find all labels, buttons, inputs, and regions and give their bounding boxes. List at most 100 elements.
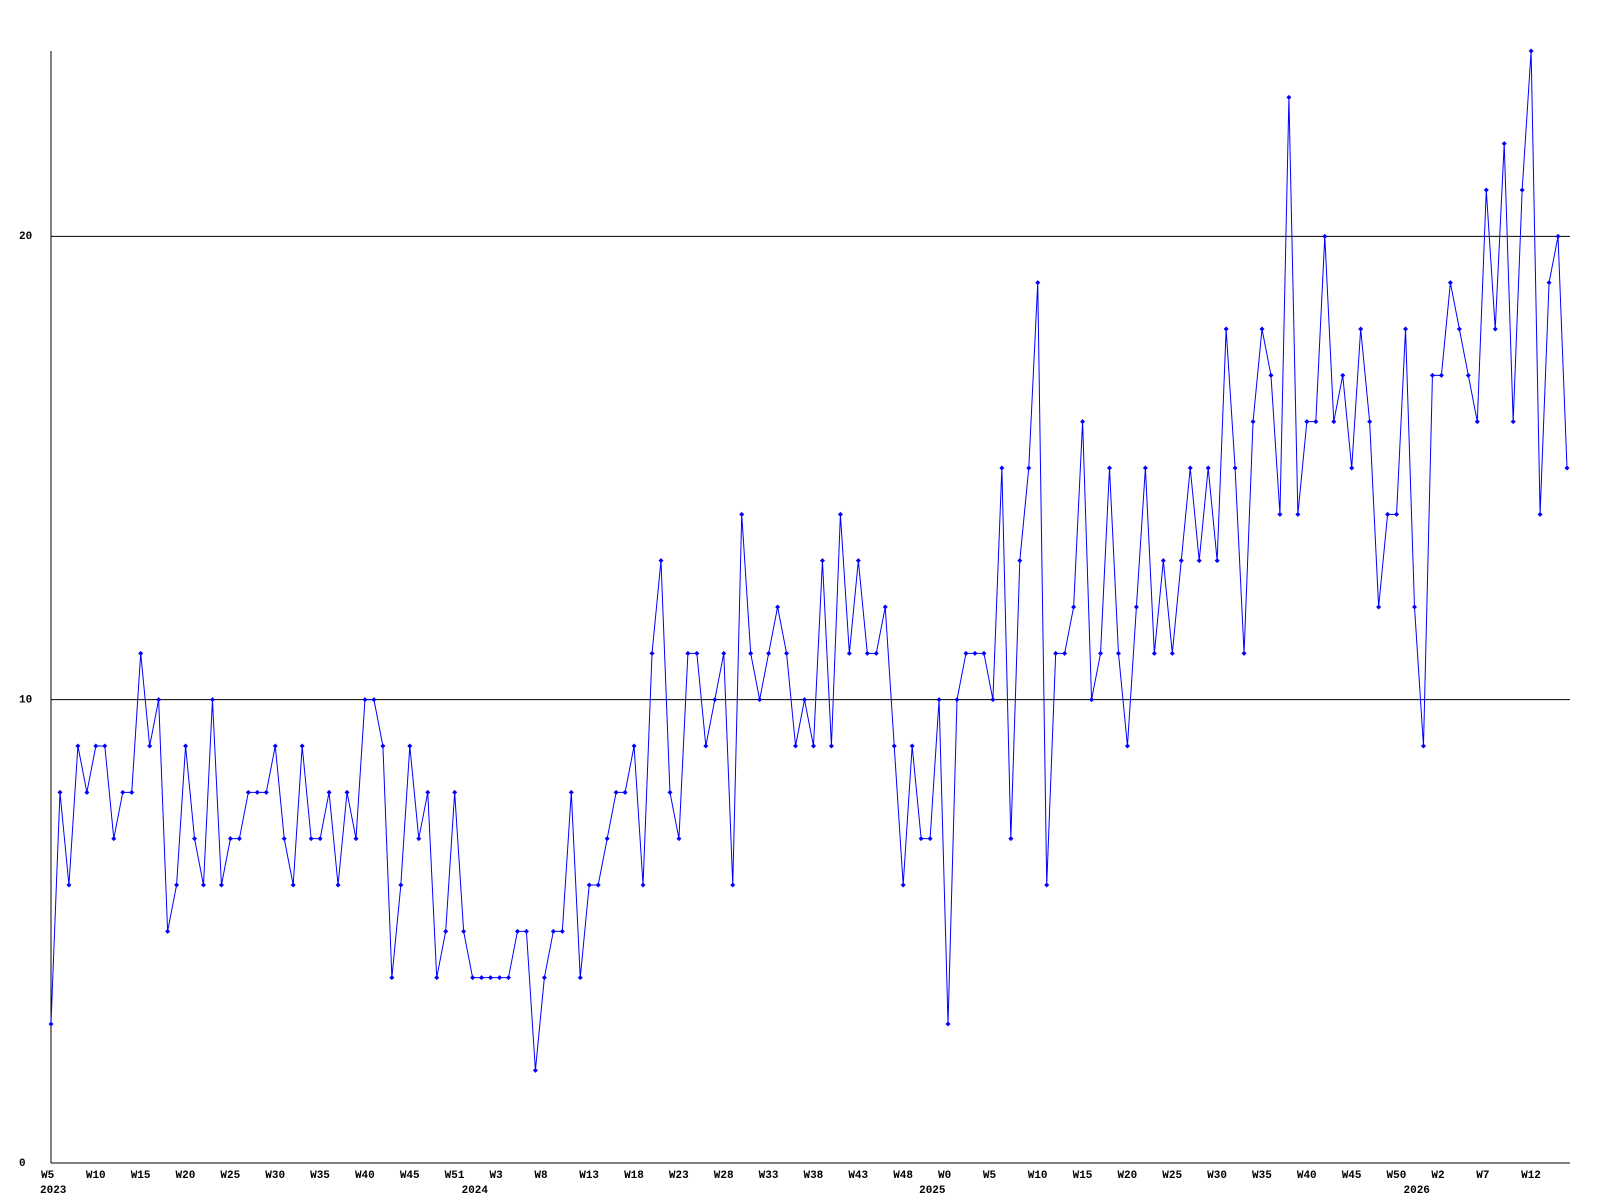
- data-point: [990, 697, 996, 703]
- data-point: [48, 1021, 54, 1027]
- data-point: [263, 789, 269, 795]
- data-point: [200, 882, 206, 888]
- data-point: [147, 743, 153, 749]
- data-point: [362, 697, 368, 703]
- x-tick-label: W23: [669, 1170, 689, 1182]
- x-tick-label: W25: [220, 1170, 240, 1182]
- data-point: [873, 650, 879, 656]
- data-point: [1124, 743, 1130, 749]
- data-point: [245, 789, 251, 795]
- data-point: [174, 882, 180, 888]
- x-tick-label: W30: [1207, 1170, 1227, 1182]
- data-point: [326, 789, 332, 795]
- data-point: [1223, 326, 1229, 332]
- data-point: [443, 928, 449, 934]
- x-tick-label: W51: [445, 1170, 465, 1182]
- data-point: [1537, 511, 1543, 517]
- data-point: [730, 882, 736, 888]
- data-point: [84, 789, 90, 795]
- data-point: [1026, 465, 1032, 471]
- data-point: [102, 743, 108, 749]
- data-point: [1367, 419, 1373, 425]
- data-point: [963, 650, 969, 656]
- x-tick-label: W45: [1342, 1170, 1362, 1182]
- data-point: [1089, 697, 1095, 703]
- data-point: [281, 836, 287, 842]
- data-point: [631, 743, 637, 749]
- data-point: [685, 650, 691, 656]
- x-tick-label: W50: [1387, 1170, 1407, 1182]
- data-point: [1151, 650, 1157, 656]
- data-point: [1268, 372, 1274, 378]
- data-point: [1241, 650, 1247, 656]
- data-point: [1349, 465, 1355, 471]
- data-point: [1331, 419, 1337, 425]
- data-point: [1250, 419, 1256, 425]
- data-point: [1286, 94, 1292, 100]
- x-tick-label: W35: [1252, 1170, 1272, 1182]
- data-point: [111, 836, 117, 842]
- x-tick-label: W8: [534, 1170, 548, 1182]
- data-point: [1456, 326, 1462, 332]
- data-point: [1340, 372, 1346, 378]
- data-point: [75, 743, 81, 749]
- x-tick-label: W28: [714, 1170, 734, 1182]
- data-point: [793, 743, 799, 749]
- data-point: [864, 650, 870, 656]
- data-point: [416, 836, 422, 842]
- data-point: [452, 789, 458, 795]
- year-label: 2026: [1404, 1185, 1430, 1197]
- data-point: [703, 743, 709, 749]
- data-point: [810, 743, 816, 749]
- x-tick-label: W45: [400, 1170, 420, 1182]
- x-tick-label: W15: [1073, 1170, 1093, 1182]
- x-tick-label: W0: [938, 1170, 951, 1182]
- data-point: [1412, 604, 1418, 610]
- data-point: [1420, 743, 1426, 749]
- data-point: [1160, 558, 1166, 564]
- data-point: [667, 789, 673, 795]
- data-point: [1107, 465, 1113, 471]
- data-point: [1142, 465, 1148, 471]
- x-tick-label: W20: [176, 1170, 196, 1182]
- x-tick-label: W25: [1162, 1170, 1182, 1182]
- data-point: [784, 650, 790, 656]
- data-point: [739, 511, 745, 517]
- data-point: [595, 882, 601, 888]
- data-point: [1313, 419, 1319, 425]
- x-tick-label: W12: [1521, 1170, 1541, 1182]
- data-point: [936, 697, 942, 703]
- x-tick-label: W5: [41, 1170, 55, 1182]
- data-point: [532, 1067, 538, 1073]
- data-point: [218, 882, 224, 888]
- data-line: [50, 50, 1568, 1071]
- data-point: [1474, 419, 1480, 425]
- data-point: [846, 650, 852, 656]
- x-tick-label: W7: [1476, 1170, 1489, 1182]
- data-point: [183, 743, 189, 749]
- data-point: [712, 697, 718, 703]
- data-point: [425, 789, 431, 795]
- data-point: [497, 975, 503, 981]
- x-tick-label: W10: [1028, 1170, 1048, 1182]
- data-point: [461, 928, 467, 934]
- data-point: [1178, 558, 1184, 564]
- x-tick-label: W15: [131, 1170, 151, 1182]
- data-point: [1053, 650, 1059, 656]
- data-point: [891, 743, 897, 749]
- x-tick-label: W33: [759, 1170, 779, 1182]
- data-point: [1196, 558, 1202, 564]
- data-point: [694, 650, 700, 656]
- data-point: [945, 1021, 951, 1027]
- data-point: [927, 836, 933, 842]
- data-point: [1295, 511, 1301, 517]
- data-point: [757, 697, 763, 703]
- data-point: [1519, 187, 1525, 193]
- data-point: [407, 743, 413, 749]
- data-point: [209, 697, 215, 703]
- data-point: [1133, 604, 1139, 610]
- x-tick-label: W5: [983, 1170, 997, 1182]
- data-point: [272, 743, 278, 749]
- data-point: [335, 882, 341, 888]
- data-point: [918, 836, 924, 842]
